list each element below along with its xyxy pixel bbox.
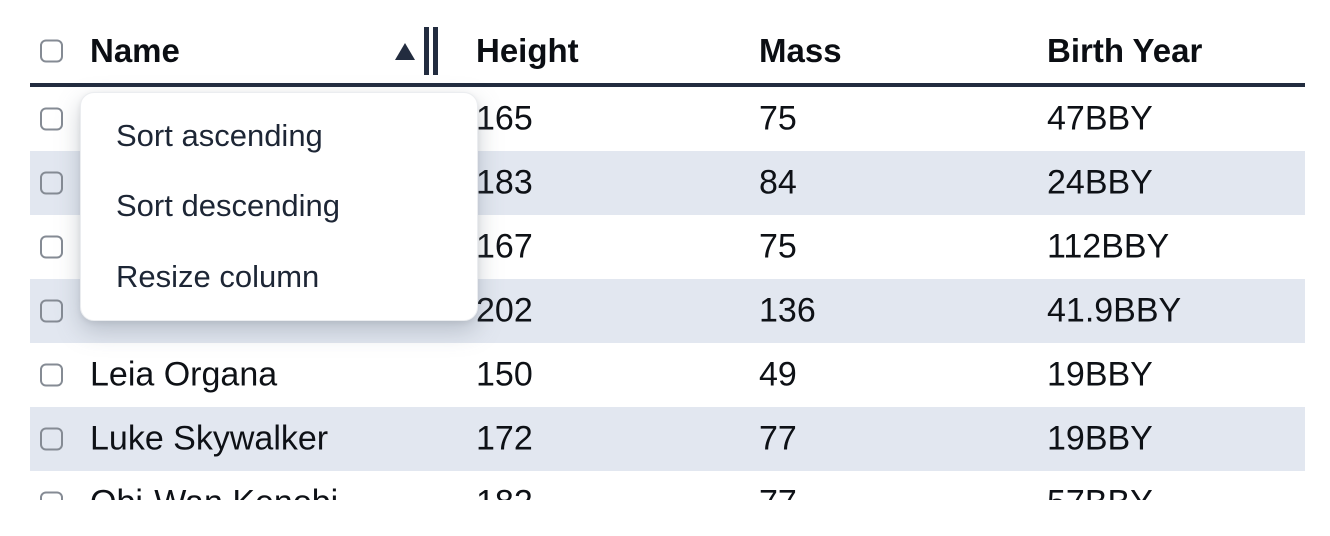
cell-name: Obi-Wan Kenobi [90, 484, 338, 501]
sort-ascending-icon[interactable] [395, 43, 415, 60]
row-checkbox[interactable] [40, 491, 63, 500]
cell-birth-year: 24BBY [1047, 163, 1153, 202]
cell-height: 172 [476, 419, 533, 458]
resize-bar-icon [424, 27, 429, 75]
cell-name: Luke Skywalker [90, 419, 329, 458]
resize-bar-icon [433, 27, 438, 75]
row-checkbox[interactable] [40, 107, 63, 131]
menu-item-resize-column[interactable]: Resize column [116, 258, 320, 294]
column-header-name[interactable]: Name [90, 32, 180, 69]
row-checkbox[interactable] [40, 299, 63, 323]
table-row: Obi-Wan Kenobi 182 77 57BBY [0, 471, 1305, 500]
cell-birth-year: 57BBY [1047, 484, 1153, 501]
table-row: 165 75 47BBY [0, 87, 1305, 151]
cell-mass: 77 [759, 484, 797, 501]
select-all-checkbox[interactable] [40, 39, 63, 63]
row-checkbox[interactable] [40, 235, 63, 259]
cell-birth-year: 41.9BBY [1047, 291, 1182, 330]
table-row: 167 75 112BBY [0, 215, 1305, 279]
column-header-mass[interactable]: Mass [759, 32, 842, 69]
column-resize-handle[interactable] [424, 27, 438, 75]
cell-height: 202 [476, 291, 533, 330]
cell-height: 167 [476, 227, 533, 266]
cell-birth-year: 112BBY [1047, 227, 1170, 266]
cell-mass: 77 [759, 419, 797, 458]
row-checkbox[interactable] [40, 363, 63, 387]
table-row: Leia Organa 150 49 19BBY [0, 343, 1305, 407]
cell-height: 182 [476, 484, 533, 501]
cell-birth-year: 19BBY [1047, 355, 1153, 394]
cell-mass: 75 [759, 227, 797, 266]
cell-height: 150 [476, 355, 533, 394]
cell-mass: 49 [759, 355, 797, 394]
menu-item-sort-descending[interactable]: Sort descending [116, 188, 341, 224]
cell-birth-year: 47BBY [1047, 99, 1153, 138]
cell-name: Leia Organa [90, 355, 278, 394]
cell-height: 183 [476, 163, 533, 202]
row-checkbox[interactable] [40, 171, 63, 195]
table-header-row: Name Height Mass Birth Year [0, 0, 1305, 87]
column-header-birth-year[interactable]: Birth Year [1047, 32, 1203, 69]
column-context-menu: Sort ascending Sort descending Resize co… [80, 92, 478, 321]
row-checkbox[interactable] [40, 427, 63, 451]
data-table: Name Height Mass Birth Year 165 75 47BBY… [0, 0, 1305, 500]
cell-birth-year: 19BBY [1047, 419, 1153, 458]
cell-mass: 75 [759, 99, 797, 138]
cell-height: 165 [476, 99, 533, 138]
cell-mass: 136 [759, 291, 816, 330]
cell-mass: 84 [759, 163, 797, 202]
menu-item-sort-ascending[interactable]: Sort ascending [116, 118, 323, 154]
column-header-height[interactable]: Height [476, 32, 579, 69]
table-row: Luke Skywalker 172 77 19BBY [0, 407, 1305, 471]
